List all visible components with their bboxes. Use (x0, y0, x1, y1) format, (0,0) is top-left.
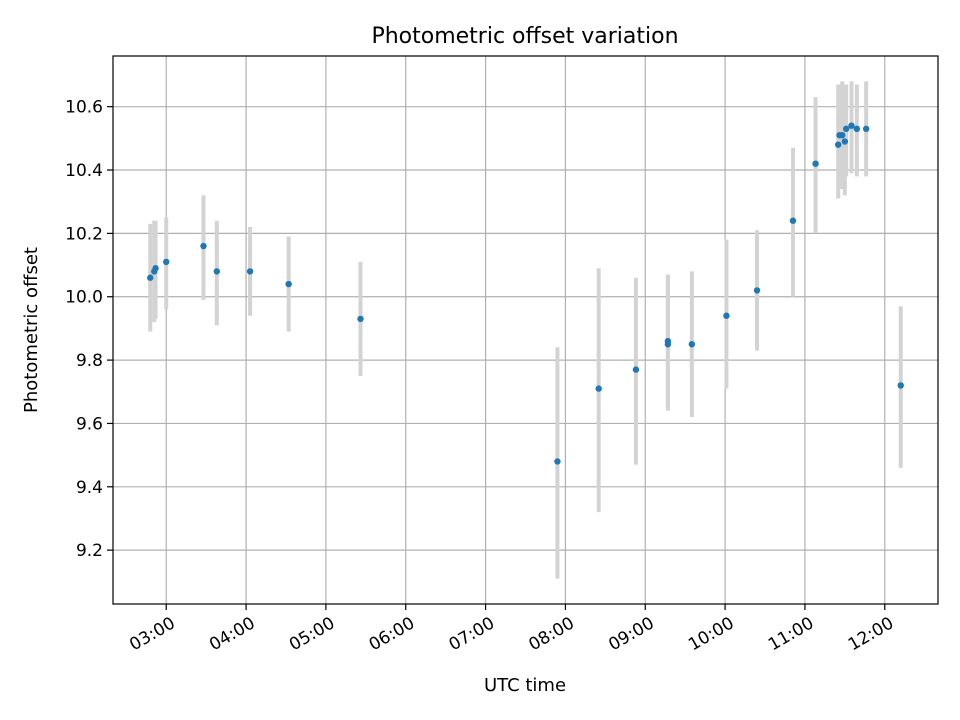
data-point (862, 125, 870, 133)
data-point (595, 385, 602, 392)
x-tick-label: 07:00 (446, 613, 498, 655)
data-point (853, 125, 861, 133)
data-point (812, 160, 819, 167)
y-axis-ticks: 9.2 9.4 9.6 9.8 10.0 10.2 10.4 10.6 (65, 98, 113, 561)
data-point (554, 458, 561, 465)
y-tick-label: 9.8 (76, 351, 103, 371)
x-tick-label: 06:00 (366, 613, 418, 655)
data-point (664, 337, 672, 345)
data-point (897, 382, 904, 389)
grid (113, 56, 938, 604)
y-tick-label: 10.0 (65, 288, 103, 308)
data-point (723, 312, 730, 319)
data-point (632, 366, 640, 373)
x-tick-label: 12:00 (845, 613, 897, 655)
x-axis-ticks: 03:00 04:00 05:00 06:00 07:00 08:00 09:00 10:00… (126, 604, 897, 655)
plot-frame (112, 55, 939, 605)
y-tick-label: 9.4 (76, 478, 103, 498)
data-point (200, 242, 207, 250)
y-axis-label: Photometric offset (21, 247, 42, 413)
x-tick-label: 05:00 (286, 613, 338, 655)
data-point (835, 141, 842, 148)
data-point (789, 217, 797, 224)
data-point (213, 268, 220, 275)
y-tick-label: 9.6 (76, 414, 103, 434)
data-point (163, 258, 170, 266)
error-bars (148, 81, 903, 579)
data-point (357, 315, 364, 323)
data-point (753, 287, 761, 294)
data-point (147, 274, 154, 281)
y-tick-label: 10.2 (65, 224, 103, 244)
x-tick-label: 09:00 (605, 613, 657, 655)
x-tick-label: 03:00 (126, 613, 178, 655)
data-point (285, 280, 292, 288)
x-axis-label: UTC time (484, 675, 566, 696)
y-tick-label: 10.4 (65, 161, 103, 181)
data-point (842, 125, 850, 133)
chart-title: Photometric offset variation (371, 24, 678, 49)
x-tick-label: 11:00 (765, 613, 817, 655)
data-point (841, 138, 849, 145)
data-points (147, 122, 904, 465)
data-point (688, 341, 696, 348)
data-point (848, 122, 855, 129)
data-point (246, 268, 254, 275)
x-tick-label: 04:00 (206, 613, 258, 655)
data-point (838, 131, 846, 139)
y-tick-label: 9.2 (76, 541, 103, 561)
x-tick-label: 10:00 (685, 613, 737, 655)
data-point (152, 265, 159, 272)
x-tick-label: 08:00 (525, 613, 577, 655)
y-tick-label: 10.6 (65, 98, 103, 118)
